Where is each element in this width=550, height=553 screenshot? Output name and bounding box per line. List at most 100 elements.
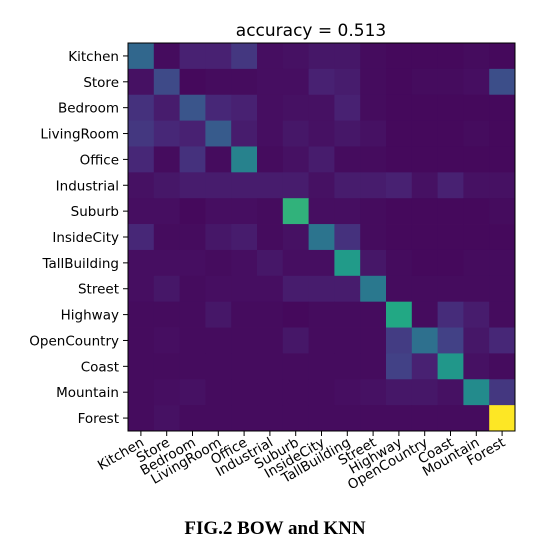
heatmap-cell xyxy=(411,224,438,251)
heatmap-cell xyxy=(386,43,413,70)
heatmap-cell xyxy=(437,43,464,70)
heatmap-cell xyxy=(179,353,206,380)
heatmap-cell xyxy=(334,275,361,303)
heatmap-cell xyxy=(360,224,387,251)
heatmap-cell xyxy=(257,94,284,121)
heatmap-cell xyxy=(128,94,155,121)
heatmap-cell xyxy=(231,275,258,303)
heatmap-cell xyxy=(257,146,284,173)
heatmap-cell xyxy=(437,327,464,354)
heatmap-cell xyxy=(179,94,206,121)
heatmap-cell xyxy=(334,353,361,380)
heatmap-cell xyxy=(411,405,438,432)
heatmap-cell xyxy=(360,275,387,303)
heatmap-cell xyxy=(334,120,361,147)
heatmap-cell xyxy=(231,379,258,406)
heatmap-cell xyxy=(360,68,387,96)
heatmap-cell xyxy=(308,43,335,70)
heatmap-cell xyxy=(489,43,516,70)
heatmap-cell xyxy=(153,405,180,432)
y-tick-label: Office xyxy=(80,152,119,168)
heatmap-cell xyxy=(437,405,464,432)
heatmap-cell xyxy=(411,249,438,277)
y-tick-label: LivingRoom xyxy=(40,127,119,143)
heatmap-cell xyxy=(205,275,232,303)
heatmap-cell xyxy=(308,301,335,328)
heatmap-cell xyxy=(179,275,206,303)
y-tick-label: Mountain xyxy=(56,385,119,401)
heatmap-cell xyxy=(231,120,258,147)
heatmap-cell xyxy=(463,405,490,432)
heatmap-cell xyxy=(489,353,516,380)
heatmap-cell xyxy=(282,94,309,121)
heatmap-cell xyxy=(128,146,155,173)
heatmap-cell xyxy=(128,68,155,96)
heatmap-cell xyxy=(437,94,464,121)
heatmap-cell xyxy=(282,249,309,277)
heatmap-cell xyxy=(437,172,464,199)
heatmap-cell xyxy=(153,146,180,173)
heatmap-cell xyxy=(360,120,387,147)
heatmap-cell xyxy=(282,198,309,225)
heatmap-cell xyxy=(437,275,464,303)
heatmap-cell xyxy=(489,301,516,328)
heatmap-cell xyxy=(411,327,438,354)
heatmap-cell xyxy=(463,68,490,96)
heatmap-cell xyxy=(334,249,361,277)
heatmap-cell xyxy=(257,120,284,147)
heatmap-cell xyxy=(205,353,232,380)
heatmap-cell xyxy=(128,405,155,432)
heatmap-cell xyxy=(386,68,413,96)
heatmap-cell xyxy=(128,120,155,147)
heatmap-cell xyxy=(282,43,309,70)
heatmap-cell xyxy=(231,172,258,199)
heatmap-cell xyxy=(308,172,335,199)
heatmap-cell xyxy=(308,275,335,303)
heatmap-cell xyxy=(463,94,490,121)
heatmap-cell xyxy=(334,146,361,173)
heatmap-cell xyxy=(205,198,232,225)
heatmap-cell xyxy=(282,120,309,147)
heatmap-cell xyxy=(153,327,180,354)
heatmap-cell xyxy=(463,353,490,380)
heatmap-cell xyxy=(308,405,335,432)
heatmap-cell xyxy=(489,68,516,96)
heatmap-cell xyxy=(360,327,387,354)
heatmap-cell xyxy=(128,379,155,406)
heatmap-cell xyxy=(411,146,438,173)
heatmap-cell xyxy=(411,172,438,199)
heatmap-cell xyxy=(411,353,438,380)
heatmap-cell xyxy=(128,275,155,303)
heatmap-cell xyxy=(308,327,335,354)
heatmap-cell xyxy=(128,353,155,380)
heatmap-cell xyxy=(282,353,309,380)
heatmap-cell xyxy=(463,146,490,173)
heatmap-cell xyxy=(231,68,258,96)
heatmap-cell xyxy=(282,275,309,303)
heatmap-cell xyxy=(386,275,413,303)
heatmap-cell xyxy=(308,224,335,251)
heatmap-cell xyxy=(463,327,490,354)
heatmap-cell xyxy=(360,301,387,328)
heatmap-cell xyxy=(463,43,490,70)
heatmap-cells xyxy=(128,43,516,432)
heatmap-cell xyxy=(463,224,490,251)
heatmap-cell xyxy=(231,146,258,173)
heatmap-cell xyxy=(489,120,516,147)
heatmap-cell xyxy=(282,327,309,354)
heatmap-cell xyxy=(386,249,413,277)
heatmap-cell xyxy=(153,172,180,199)
y-tick-label: Store xyxy=(83,75,119,91)
heatmap-cell xyxy=(360,43,387,70)
heatmap-cell xyxy=(360,198,387,225)
heatmap-cell xyxy=(360,379,387,406)
heatmap-cell xyxy=(257,405,284,432)
heatmap-cell xyxy=(179,224,206,251)
heatmap-cell xyxy=(153,43,180,70)
heatmap-cell xyxy=(360,405,387,432)
heatmap-cell xyxy=(437,379,464,406)
heatmap-cell xyxy=(179,198,206,225)
y-tick-label: Bedroom xyxy=(58,101,119,117)
heatmap-cell xyxy=(282,379,309,406)
heatmap-cell xyxy=(153,275,180,303)
